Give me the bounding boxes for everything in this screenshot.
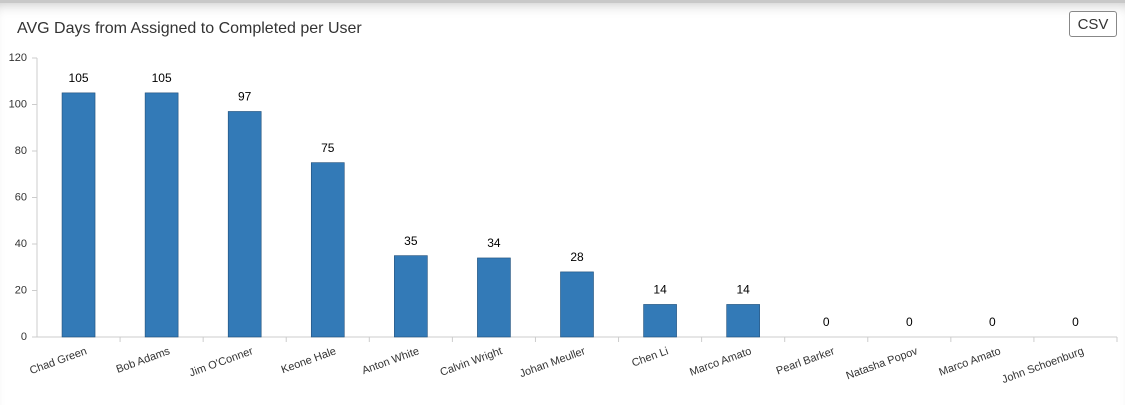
- x-tick-label: Chen Li: [630, 345, 670, 369]
- y-tick-label: 0: [21, 331, 27, 343]
- value-label: 14: [736, 283, 750, 297]
- y-tick-label: 120: [9, 52, 27, 64]
- chart: AVG Days from Assigned to Completed per …: [9, 20, 1118, 386]
- y-tick-label: 20: [15, 284, 27, 296]
- x-tick-label: Calvin Wright: [439, 345, 504, 379]
- y-tick-label: 60: [15, 191, 27, 203]
- value-label: 105: [69, 71, 89, 85]
- value-label: 105: [152, 71, 172, 85]
- y-tick-label: 100: [9, 98, 27, 110]
- value-label: 0: [823, 315, 830, 329]
- x-tick-label: Chad Green: [28, 345, 88, 377]
- bar: [310, 162, 345, 338]
- x-tick-label: Natasha Popov: [845, 345, 920, 382]
- x-tick-label: Bob Adams: [115, 345, 172, 376]
- value-label: 0: [1072, 315, 1079, 329]
- x-tick-label: Johan Meuller: [518, 345, 587, 380]
- x-tick-label: Pearl Barker: [775, 345, 837, 377]
- bar: [227, 111, 262, 338]
- chart-title: AVG Days from Assigned to Completed per …: [17, 20, 362, 37]
- x-tick-label: John Schoenburg: [1000, 345, 1085, 386]
- value-label: 14: [653, 283, 667, 297]
- x-tick-label: Anton White: [360, 345, 420, 377]
- bar: [144, 92, 179, 338]
- bar: [726, 304, 760, 338]
- value-label: 0: [906, 315, 913, 329]
- x-tick-label: Keone Hale: [280, 345, 338, 376]
- bar: [477, 257, 511, 338]
- value-label: 35: [404, 234, 418, 248]
- csv-button[interactable]: CSV: [1069, 11, 1117, 37]
- x-tick-label: Marco Amato: [688, 345, 753, 378]
- value-label: 34: [487, 236, 501, 250]
- bar: [643, 304, 677, 338]
- x-tick-label: Marco Amato: [937, 345, 1002, 378]
- value-label: 75: [321, 141, 335, 155]
- value-label: 97: [238, 90, 252, 104]
- x-tick-label: Jim O'Conner: [188, 345, 255, 379]
- bar: [394, 255, 428, 338]
- y-tick-label: 40: [15, 238, 27, 250]
- value-label: 28: [570, 250, 584, 264]
- value-label: 0: [989, 315, 996, 329]
- y-tick-label: 80: [15, 145, 27, 157]
- bar: [61, 92, 96, 338]
- bar: [560, 271, 594, 338]
